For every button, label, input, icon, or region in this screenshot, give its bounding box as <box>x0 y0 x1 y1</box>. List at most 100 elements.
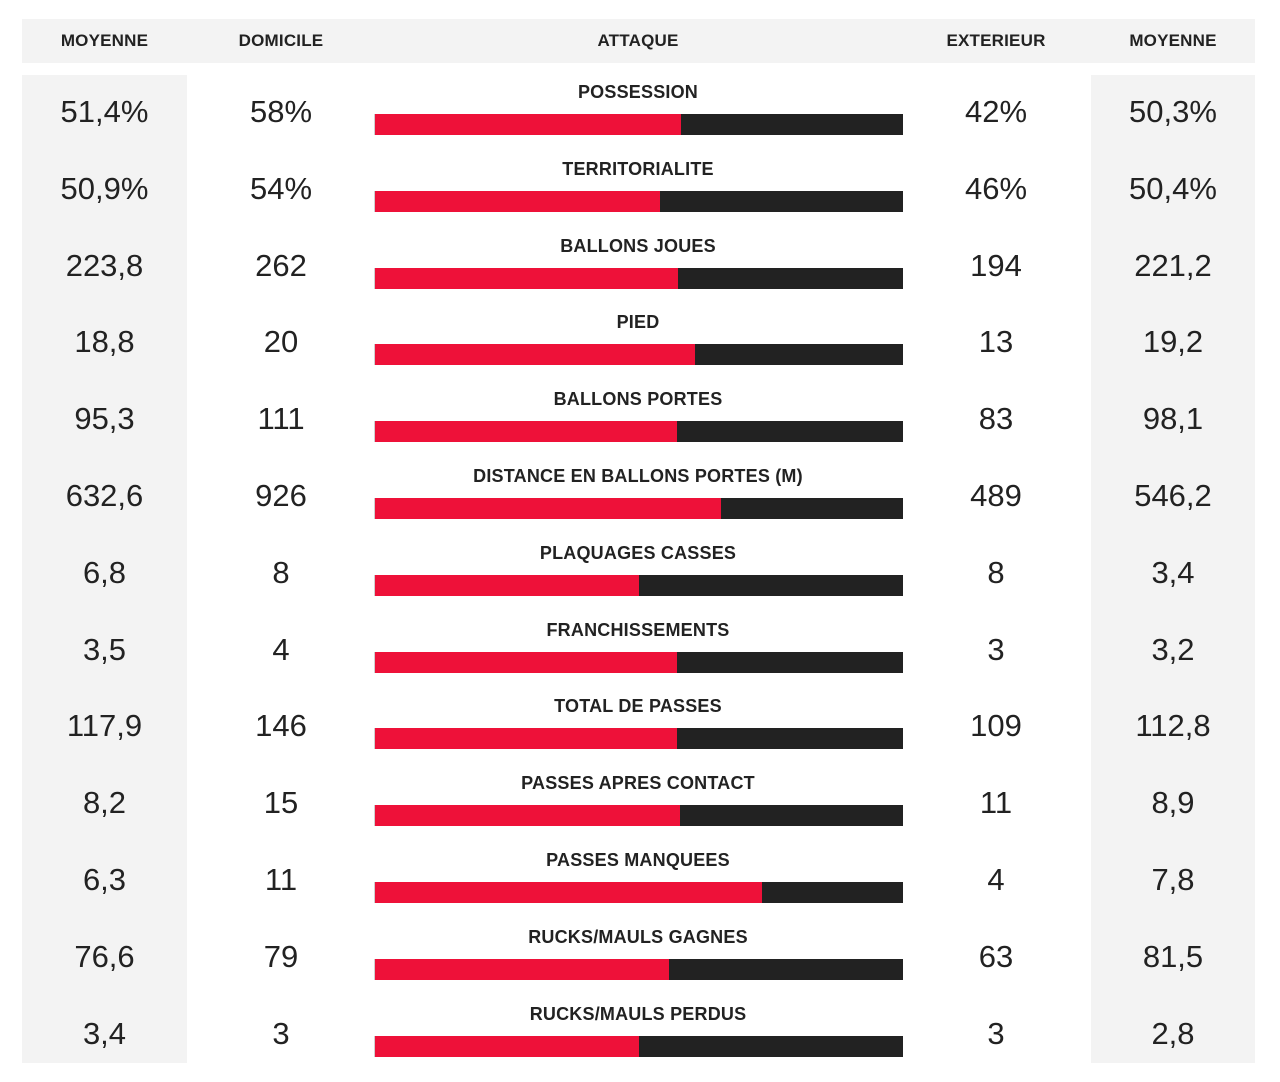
comparison-bar <box>374 268 903 289</box>
average-home-value: 3,5 <box>82 632 127 667</box>
home-share-bar <box>375 959 669 980</box>
home-value: 926 <box>255 478 307 513</box>
comparison-bar <box>374 114 903 135</box>
average-home-value: 95,3 <box>74 401 135 436</box>
average-away-value: 3,2 <box>1151 632 1195 667</box>
comparison-bar <box>374 191 903 212</box>
home-value: 111 <box>257 401 305 436</box>
away-value: 42% <box>964 94 1028 129</box>
stat-row: 18,8 20 PIED 13 19,2 <box>0 305 1280 381</box>
average-away-value: 546,2 <box>1134 478 1212 513</box>
average-home-value: 6,3 <box>82 862 127 897</box>
stat-row: 3,4 3 RUCKS/MAULS PERDUS 3 2,8 <box>0 997 1280 1073</box>
home-value: 11 <box>264 862 298 897</box>
header-title: ATTAQUE <box>597 31 679 50</box>
home-share-bar <box>375 268 679 289</box>
comparison-bar <box>374 498 903 519</box>
stats-header: MOYENNE DOMICILE ATTAQUE EXTERIEUR MOYEN… <box>22 19 1255 63</box>
home-value: 20 <box>263 324 299 359</box>
stat-label: BALLONS JOUES <box>560 236 716 256</box>
home-share-bar <box>375 344 696 365</box>
home-share-bar <box>375 882 763 903</box>
stat-row: 6,8 8 PLAQUAGES CASSES 8 3,4 <box>0 536 1280 612</box>
home-share-bar <box>375 421 678 442</box>
home-share-bar <box>375 805 680 826</box>
home-value: 54% <box>249 171 313 206</box>
comparison-bar <box>374 421 903 442</box>
comparison-bar <box>374 652 903 673</box>
average-away-value: 221,2 <box>1134 248 1212 283</box>
stat-row: 632,6 926 DISTANCE EN BALLONS PORTES (M) 48… <box>0 459 1280 535</box>
stat-row: 95,3 111 BALLONS PORTES 83 98,1 <box>0 382 1280 458</box>
stat-label: RUCKS/MAULS GAGNES <box>528 927 748 947</box>
away-value: 3 <box>987 1016 1005 1051</box>
average-home-value: 117,9 <box>66 708 143 743</box>
stat-label: PASSES APRES CONTACT <box>521 773 755 793</box>
home-value: 8 <box>272 555 290 590</box>
average-home-value: 8,2 <box>82 785 127 820</box>
average-home-value: 18,8 <box>74 324 135 359</box>
away-value: 3 <box>987 632 1005 667</box>
stat-row: 8,2 15 PASSES APRES CONTACT 11 8,9 <box>0 766 1280 842</box>
average-home-value: 6,8 <box>82 555 127 590</box>
home-share-bar <box>375 728 678 749</box>
away-value: 8 <box>987 555 1005 590</box>
average-home-value: 632,6 <box>65 478 144 513</box>
average-home-value: 3,4 <box>82 1016 127 1051</box>
stat-row: 50,9% 54% TERRITORIALITE 46% 50,4% <box>0 152 1280 228</box>
average-away-value: 3,4 <box>1151 555 1195 590</box>
comparison-bar <box>374 882 903 903</box>
stat-label: PASSES MANQUEES <box>546 850 730 870</box>
comparison-bar <box>374 728 903 749</box>
average-away-value: 2,8 <box>1151 1016 1195 1051</box>
home-share-bar <box>375 575 639 596</box>
home-share-bar <box>375 652 677 673</box>
away-value: 489 <box>970 478 1022 513</box>
away-value: 63 <box>978 939 1014 974</box>
average-away-value: 50,4% <box>1129 171 1217 206</box>
average-home-value: 50,9% <box>60 171 149 206</box>
home-value: 4 <box>272 632 290 667</box>
average-away-value: 81,5 <box>1142 939 1204 974</box>
stat-row: 76,6 79 RUCKS/MAULS GAGNES 63 81,5 <box>0 920 1280 996</box>
away-value: 4 <box>987 862 1005 897</box>
header-average-home: MOYENNE <box>60 31 149 50</box>
away-value: 194 <box>970 248 1022 283</box>
stat-row: 51,4% 58% POSSESSION 42% 50,3% <box>0 75 1280 151</box>
stat-label: TOTAL DE PASSES <box>554 696 722 716</box>
comparison-bar <box>374 575 903 596</box>
away-value: 46% <box>964 171 1028 206</box>
home-value: 58% <box>249 94 313 129</box>
average-away-value: 98,1 <box>1142 401 1204 436</box>
away-value: 13 <box>978 324 1014 359</box>
stat-label: POSSESSION <box>577 82 699 102</box>
away-value: 109 <box>970 708 1022 743</box>
stat-row: 223,8 262 BALLONS JOUES 194 221,2 <box>0 229 1280 305</box>
away-value: 83 <box>978 401 1014 436</box>
average-away-value: 112,8 <box>1135 708 1211 743</box>
away-value: 11 <box>979 785 1013 820</box>
stat-label: PLAQUAGES CASSES <box>539 543 737 563</box>
stat-label: PIED <box>616 312 660 332</box>
comparison-bar <box>374 805 903 826</box>
average-away-value: 50,3% <box>1129 94 1217 129</box>
stat-label: RUCKS/MAULS PERDUS <box>529 1004 747 1024</box>
home-value: 146 <box>255 708 307 743</box>
average-away-value: 8,9 <box>1151 785 1195 820</box>
average-home-value: 76,6 <box>74 939 135 974</box>
home-share-bar <box>375 114 682 135</box>
header-away: EXTERIEUR <box>946 31 1046 50</box>
home-share-bar <box>375 1036 639 1057</box>
home-value: 262 <box>255 248 307 283</box>
stat-row: 6,3 11 PASSES MANQUEES 4 7,8 <box>0 843 1280 919</box>
stat-label: TERRITORIALITE <box>562 159 714 179</box>
home-share-bar <box>375 191 661 212</box>
stat-row: 117,9 146 TOTAL DE PASSES 109 112,8 <box>0 689 1280 765</box>
stat-label: FRANCHISSEMENTS <box>546 620 730 640</box>
average-home-value: 223,8 <box>65 248 144 283</box>
home-value: 15 <box>263 785 299 820</box>
average-home-value: 51,4% <box>60 94 149 129</box>
home-share-bar <box>375 498 721 519</box>
stat-label: BALLONS PORTES <box>553 389 723 409</box>
stat-row: 3,5 4 FRANCHISSEMENTS 3 3,2 <box>0 613 1280 689</box>
